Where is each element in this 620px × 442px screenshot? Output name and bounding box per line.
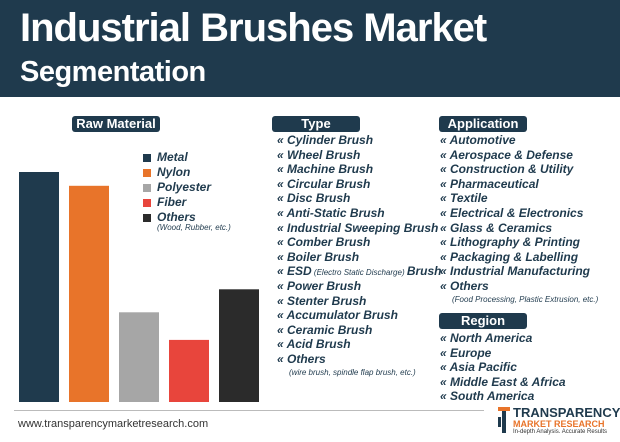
esd-suffix: Brush bbox=[406, 264, 442, 279]
legend-item-nylon: Nylon bbox=[143, 165, 231, 180]
legend-label: Fiber bbox=[157, 195, 187, 209]
legend-note: (Wood, Rubber, etc.) bbox=[157, 223, 231, 232]
application-list-item: « Industrial Manufacturing bbox=[440, 264, 591, 279]
application-heading: Application bbox=[439, 116, 527, 132]
raw-material-heading: Raw Material bbox=[72, 116, 160, 132]
legend-item-fiber: Fiber bbox=[143, 195, 231, 210]
type-list: « Cylinder Brush « Wheel Brush « Machine B… bbox=[277, 133, 442, 378]
application-list-item: « Others bbox=[440, 278, 489, 293]
footer-url[interactable]: www.transparencymarketresearch.com bbox=[18, 418, 209, 430]
type-list-item: « Others bbox=[277, 351, 326, 366]
legend-label: Nylon bbox=[157, 165, 191, 179]
logo-tagline: In-depth Analysis. Accurate Results bbox=[513, 429, 608, 435]
bar-fiber bbox=[169, 339, 209, 402]
type-heading: Type bbox=[272, 116, 360, 132]
bar-others bbox=[219, 289, 259, 402]
page-title: Industrial Brushes Market bbox=[20, 6, 487, 50]
type-list-item: « Accumulator Brush bbox=[277, 308, 398, 323]
logo-mark-icon bbox=[498, 407, 510, 433]
application-list-item: « Automotive bbox=[440, 133, 516, 147]
type-list-item: « Stenter Brush bbox=[277, 293, 367, 308]
region-list-item: « North America bbox=[440, 331, 533, 345]
logo-line2: MARKET RESEARCH bbox=[513, 419, 605, 429]
esd-note: (Electro Static Discharge) bbox=[311, 268, 407, 278]
application-list-item: « Packaging & Labelling bbox=[440, 249, 579, 264]
esd-label: « ESD bbox=[277, 264, 312, 279]
type-list-item: « Acid Brush bbox=[277, 337, 351, 352]
logo-line1: TRANSPARENCY bbox=[513, 405, 620, 420]
type-others-note: (wire brush, spindle flap brush, etc.) bbox=[289, 367, 416, 377]
legend-swatch bbox=[143, 169, 151, 177]
type-list-item: « Disc Brush bbox=[277, 191, 351, 206]
region-list: « North America « Europe « Asia Pacific « M… bbox=[440, 331, 566, 404]
chart-legend: Metal Nylon Polyester Fiber Others (Wood, Rub… bbox=[143, 150, 231, 232]
company-logo: TRANSPARENCY MARKET RESEARCH In-depth An… bbox=[497, 404, 620, 438]
type-list-item: « Power Brush bbox=[277, 278, 362, 293]
application-list-item: « Textile bbox=[440, 191, 488, 206]
footer-divider bbox=[14, 410, 484, 411]
region-list-item: « South America bbox=[440, 389, 535, 404]
legend-item-polyester: Polyester bbox=[143, 180, 231, 195]
type-list-item: « Circular Brush bbox=[277, 176, 371, 191]
bar-polyester bbox=[119, 312, 159, 402]
legend-item-metal: Metal bbox=[143, 150, 231, 165]
type-list-item: « Cylinder Brush bbox=[277, 133, 374, 147]
type-list-item: « Comber Brush bbox=[277, 235, 371, 250]
raw-material-bar-chart bbox=[19, 172, 259, 402]
type-list-item-esd: « ESD (Electro Static Discharge) Brush bbox=[277, 264, 442, 279]
type-list-item: « Wheel Brush bbox=[277, 147, 361, 162]
bar-metal bbox=[19, 172, 59, 402]
type-list-item: « Industrial Sweeping Brush bbox=[277, 220, 439, 235]
region-heading: Region bbox=[439, 313, 527, 329]
page-subtitle: Segmentation bbox=[20, 56, 206, 88]
region-list-item: « Europe bbox=[440, 345, 492, 360]
legend-label: Polyester bbox=[157, 180, 212, 194]
type-list-item: « Machine Brush bbox=[277, 162, 374, 177]
application-others-note: (Food Processing, Plastic Extrusion, etc… bbox=[452, 294, 599, 304]
bar-nylon bbox=[69, 185, 109, 402]
type-list-item: « Ceramic Brush bbox=[277, 322, 373, 337]
application-list: « Automotive « Aerospace & Defense « Const… bbox=[440, 133, 598, 305]
type-list-item: « Boiler Brush bbox=[277, 249, 360, 264]
application-list-item: « Lithography & Printing bbox=[440, 235, 580, 250]
legend-label: Metal bbox=[157, 150, 188, 164]
legend-item-others: Others bbox=[143, 210, 231, 225]
header-banner: Industrial Brushes Market Segmentation bbox=[0, 0, 620, 97]
application-list-item: « Aerospace & Defense bbox=[440, 147, 573, 162]
legend-label: Others bbox=[157, 210, 196, 224]
application-list-item: « Pharmaceutical bbox=[440, 176, 539, 191]
legend-swatch bbox=[143, 214, 151, 222]
legend-swatch bbox=[143, 184, 151, 192]
application-list-item: « Glass & Ceramics bbox=[440, 220, 553, 235]
region-list-item: « Middle East & Africa bbox=[440, 374, 566, 389]
application-list-item: « Electrical & Electronics bbox=[440, 205, 584, 220]
region-list-item: « Asia Pacific bbox=[440, 360, 517, 375]
legend-swatch bbox=[143, 199, 151, 207]
legend-swatch bbox=[143, 154, 151, 162]
application-list-item: « Construction & Utility bbox=[440, 162, 574, 177]
type-list-item: « Anti-Static Brush bbox=[277, 205, 385, 220]
